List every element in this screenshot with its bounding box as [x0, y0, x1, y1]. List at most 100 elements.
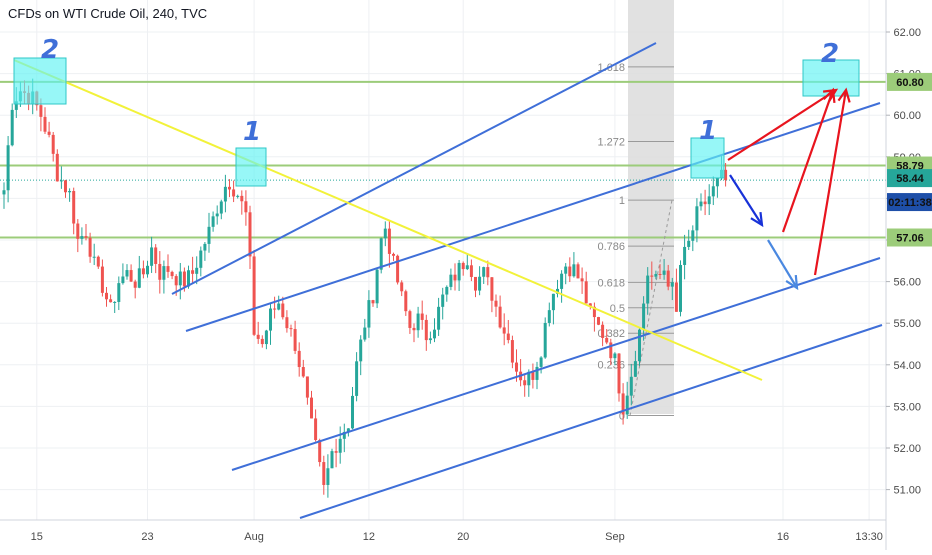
channel-line: [299, 324, 883, 519]
price-badge-label: 60.80: [896, 77, 924, 89]
candle-body: [621, 393, 625, 415]
candle-body: [76, 223, 80, 239]
y-tick-label: 62.00: [893, 27, 921, 39]
wave-label-1: 1: [243, 117, 261, 147]
candle-body: [100, 266, 104, 293]
candle-body: [412, 327, 416, 331]
candle-body: [625, 395, 629, 415]
channel-line: [185, 102, 881, 332]
candle-body: [10, 109, 14, 146]
candle-body: [560, 273, 564, 289]
y-tick-label: 56.00: [893, 277, 921, 289]
candle-body: [355, 361, 359, 396]
candle-body: [674, 282, 678, 312]
fib-level-label: 1.272: [597, 136, 625, 148]
candle-body: [670, 282, 674, 287]
candle-body: [248, 212, 252, 257]
price-badge: [887, 228, 932, 247]
candle-body: [363, 327, 367, 340]
candle-body: [482, 267, 486, 277]
candle-body: [293, 329, 297, 351]
projection-arrow-down: [729, 174, 763, 226]
candle-body: [219, 201, 223, 214]
candle-body: [646, 275, 650, 304]
projection-arrow-up: [813, 89, 848, 276]
y-tick-label: 51.00: [893, 485, 921, 497]
candle-body: [543, 322, 547, 358]
candle-body: [379, 238, 383, 270]
x-tick-label: 15: [31, 531, 43, 543]
y-tick-label: 60.00: [893, 110, 921, 122]
candle-body: [457, 262, 461, 281]
candle-body: [297, 350, 301, 368]
fib-trend-line: [629, 199, 673, 416]
candle-body: [437, 306, 441, 330]
candle-body: [236, 195, 240, 197]
candle-body: [260, 338, 264, 345]
candle-body: [609, 342, 613, 359]
candle-body: [375, 269, 379, 304]
candle-body: [109, 299, 113, 303]
candle-body: [633, 361, 637, 377]
candle-body: [301, 367, 305, 377]
candle-body: [80, 236, 84, 239]
candle-body: [277, 303, 281, 310]
candle-body: [289, 328, 293, 330]
projection-arrow-up-head: [837, 87, 851, 103]
candle-body: [465, 265, 469, 270]
fib-level-label: 0.5: [610, 303, 625, 315]
candle-body: [572, 264, 576, 277]
chart-title: CFDs on WTI Crude Oil, 240, TVC: [8, 6, 208, 21]
candle-body: [547, 310, 551, 323]
candle-body: [39, 105, 43, 117]
projection-arrow-up: [727, 89, 837, 161]
candle-body: [642, 303, 646, 330]
candle-body: [687, 240, 691, 247]
candle-body: [351, 395, 354, 429]
candle-body: [715, 178, 719, 187]
candle-body: [2, 190, 6, 195]
fib-level-label: 0: [619, 411, 625, 423]
candle-body: [527, 371, 531, 386]
yellow-trendline: [13, 59, 763, 381]
candle-body: [588, 303, 592, 307]
candle-body: [125, 270, 129, 277]
candle-body: [424, 319, 428, 341]
candle-body: [564, 266, 568, 274]
candle-body: [502, 327, 506, 334]
candle-body: [223, 186, 227, 202]
candle-body: [137, 268, 141, 288]
candle-body: [711, 186, 715, 197]
candle-body: [191, 270, 195, 274]
candle-body: [203, 243, 207, 251]
candle-body: [584, 281, 588, 304]
x-tick-label: Aug: [244, 531, 264, 543]
candle-body: [359, 339, 363, 362]
channel-line: [231, 257, 881, 471]
candle-body: [420, 313, 424, 320]
candle-body: [449, 274, 453, 287]
candle-body: [121, 276, 125, 284]
candle-body: [326, 468, 330, 485]
candle-body: [367, 300, 371, 328]
candle-body: [174, 276, 178, 286]
candle-body: [416, 313, 420, 331]
horizontal-levels: [0, 80, 886, 239]
candle-body: [510, 340, 514, 363]
candle-body: [387, 228, 391, 254]
candle-body: [310, 397, 313, 419]
candle-body: [428, 338, 432, 341]
candle-body: [679, 264, 682, 312]
candle-body: [154, 247, 158, 264]
candle-body: [515, 362, 518, 372]
current-price-badge-label: 58.44: [896, 173, 924, 185]
candle-body: [707, 196, 711, 205]
candle-body: [51, 134, 55, 154]
candle-body: [133, 281, 137, 288]
candle-body: [166, 266, 170, 272]
candle-body: [162, 266, 166, 280]
candle-body: [322, 462, 326, 485]
